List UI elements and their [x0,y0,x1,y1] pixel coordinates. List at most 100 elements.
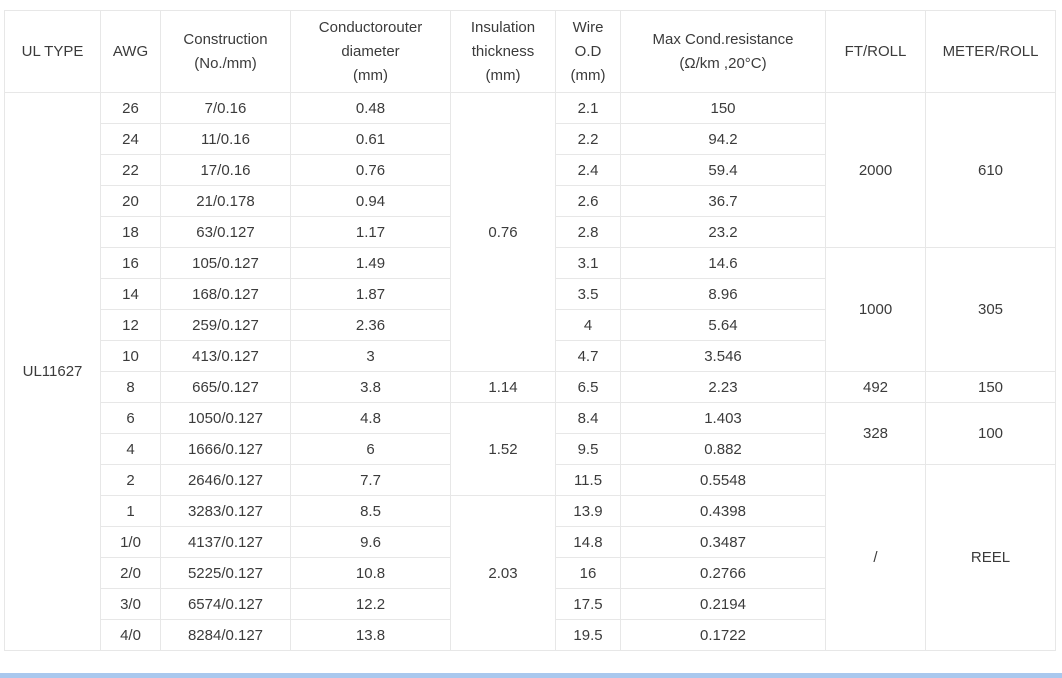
header-conductor-diameter-line: (mm) [353,66,388,84]
table-row: 20 21/0.178 0.94 2.6 36.7 [5,185,1056,217]
cell-ft-roll: / [825,464,926,651]
cell-ft-roll: 1000 [825,247,926,372]
cell-wire-od: 4 [555,309,621,341]
cell-resistance: 0.882 [620,433,826,465]
cell-wire-od: 13.9 [555,495,621,527]
cell-resistance: 0.4398 [620,495,826,527]
cell-construction: 413/0.127 [160,340,291,372]
header-insulation-thickness: Insulation thickness (mm) [450,10,556,93]
cell-resistance: 0.3487 [620,526,826,558]
cell-awg: 3/0 [100,588,161,620]
cell-awg: 10 [100,340,161,372]
cell-construction: 3283/0.127 [160,495,291,527]
cell-ft-roll: 2000 [825,92,926,248]
cell-conductor-diameter: 2.36 [290,309,451,341]
cell-insulation-thickness: 0.76 [450,92,556,372]
cell-conductor-diameter: 12.2 [290,588,451,620]
cell-meter-roll: REEL [925,464,1056,651]
table-row: 22 17/0.16 0.76 2.4 59.4 [5,154,1056,186]
cell-wire-od: 2.4 [555,154,621,186]
cell-wire-od: 19.5 [555,619,621,651]
cell-wire-od: 6.5 [555,371,621,403]
table-row: 2 2646/0.127 7.7 11.5 0.5548/REEL [5,464,1056,651]
table-row: 6 1050/0.127 4.8 1.52 8.4 1.403 328 100 [5,402,1056,496]
cell-construction: 17/0.16 [160,154,291,186]
cell-resistance: 94.2 [620,123,826,155]
cell-conductor-diameter: 1.49 [290,247,451,279]
cell-conductor-diameter: 10.8 [290,557,451,589]
cell-construction: 11/0.16 [160,123,291,155]
header-awg: AWG [100,10,161,93]
cell-insulation-thickness: 1.14 [450,371,556,403]
header-max-cond-resistance-line: (Ω/km ,20°C) [679,54,767,72]
cell-construction: 168/0.127 [160,278,291,310]
cell-wire-od: 17.5 [555,588,621,620]
cell-awg: 14 [100,278,161,310]
header-wire-od-line: Wire [572,18,604,36]
cell-wire-od: 2.6 [555,185,621,217]
cell-resistance: 2.23 [620,371,826,403]
cell-awg: 22 [100,154,161,186]
cell-construction: 665/0.127 [160,371,291,403]
cell-conductor-diameter: 7.7 [290,464,451,496]
cell-conductor-diameter: 3.8 [290,371,451,403]
cell-awg: 24 [100,123,161,155]
cell-conductor-diameter: 1.87 [290,278,451,310]
cell-insulation-thickness: 2.03 [450,495,556,651]
cell-wire-od: 16 [555,557,621,589]
table-row: 8 665/0.127 3.8 1.14 6.5 2.23 492 150 [5,371,1056,403]
cell-construction: 5225/0.127 [160,557,291,589]
table-row: 1 3283/0.127 8.5 2.03 13.9 0.4398 [5,495,1056,651]
cell-awg: 6 [100,402,161,434]
table-row: 1/0 4137/0.127 9.6 14.8 0.3487 [5,526,1056,558]
cell-conductor-diameter: 6 [290,433,451,465]
header-insulation-thickness-line: thickness [471,42,535,60]
cell-resistance: 1.403 [620,402,826,434]
table-row: 10 413/0.127 3 4.7 3.546 [5,340,1056,372]
cell-resistance: 0.1722 [620,619,826,651]
cell-meter-roll: 150 [925,371,1056,403]
header-insulation-thickness-line: Insulation [470,18,536,36]
table-body: UL11627 26 7/0.16 0.48 0.76 2.1 150 2000 610 24 11… [4,92,1056,651]
cell-awg: 2/0 [100,557,161,589]
cell-wire-od: 2.2 [555,123,621,155]
cell-conductor-diameter: 0.61 [290,123,451,155]
cell-conductor-diameter: 1.17 [290,216,451,248]
cell-resistance: 0.2766 [620,557,826,589]
cell-awg: 1 [100,495,161,527]
cell-awg: 4/0 [100,619,161,651]
cell-resistance: 14.6 [620,247,826,279]
cell-resistance: 5.64 [620,309,826,341]
cell-awg: 8 [100,371,161,403]
cell-awg: 1/0 [100,526,161,558]
header-conductor-diameter-line: diameter [341,42,400,60]
header-max-cond-resistance: Max Cond.resistance (Ω/km ,20°C) [620,10,826,93]
cell-conductor-diameter: 3 [290,340,451,372]
cell-awg: 12 [100,309,161,341]
header-ft-roll: FT/ROLL [825,10,926,93]
table-row: 4/0 8284/0.127 13.8 19.5 0.1722 [5,619,1056,651]
header-construction-line: Construction [183,30,268,48]
cell-resistance: 59.4 [620,154,826,186]
cell-conductor-diameter: 4.8 [290,402,451,434]
cell-resistance: 36.7 [620,185,826,217]
header-construction: Construction (No./mm) [160,10,291,93]
table-row: 16 105/0.127 1.49 3.1 14.6 1000 305 [5,247,1056,372]
table-row: UL11627 26 7/0.16 0.48 0.76 2.1 150 2000 610 [4,92,1056,651]
cell-ul-type: UL11627 [4,92,101,651]
table-row: 2/0 5225/0.127 10.8 16 0.2766 [5,557,1056,589]
cell-wire-od: 11.5 [555,464,621,496]
header-wire-od-line: (mm) [570,66,606,84]
cell-construction: 21/0.178 [160,185,291,217]
cell-wire-od: 2.8 [555,216,621,248]
header-ul-type-line: UL TYPE [21,42,84,60]
cell-ft-roll: 492 [825,371,926,403]
table-row: 24 11/0.16 0.61 2.2 94.2 [5,123,1056,155]
cell-construction: 63/0.127 [160,216,291,248]
table-row: 18 63/0.127 1.17 2.8 23.2 [5,216,1056,248]
cell-wire-od: 3.5 [555,278,621,310]
cell-conductor-diameter: 0.94 [290,185,451,217]
header-meter-roll: METER/ROLL [925,10,1056,93]
header-awg-line: AWG [112,42,149,60]
cell-construction: 2646/0.127 [160,464,291,496]
